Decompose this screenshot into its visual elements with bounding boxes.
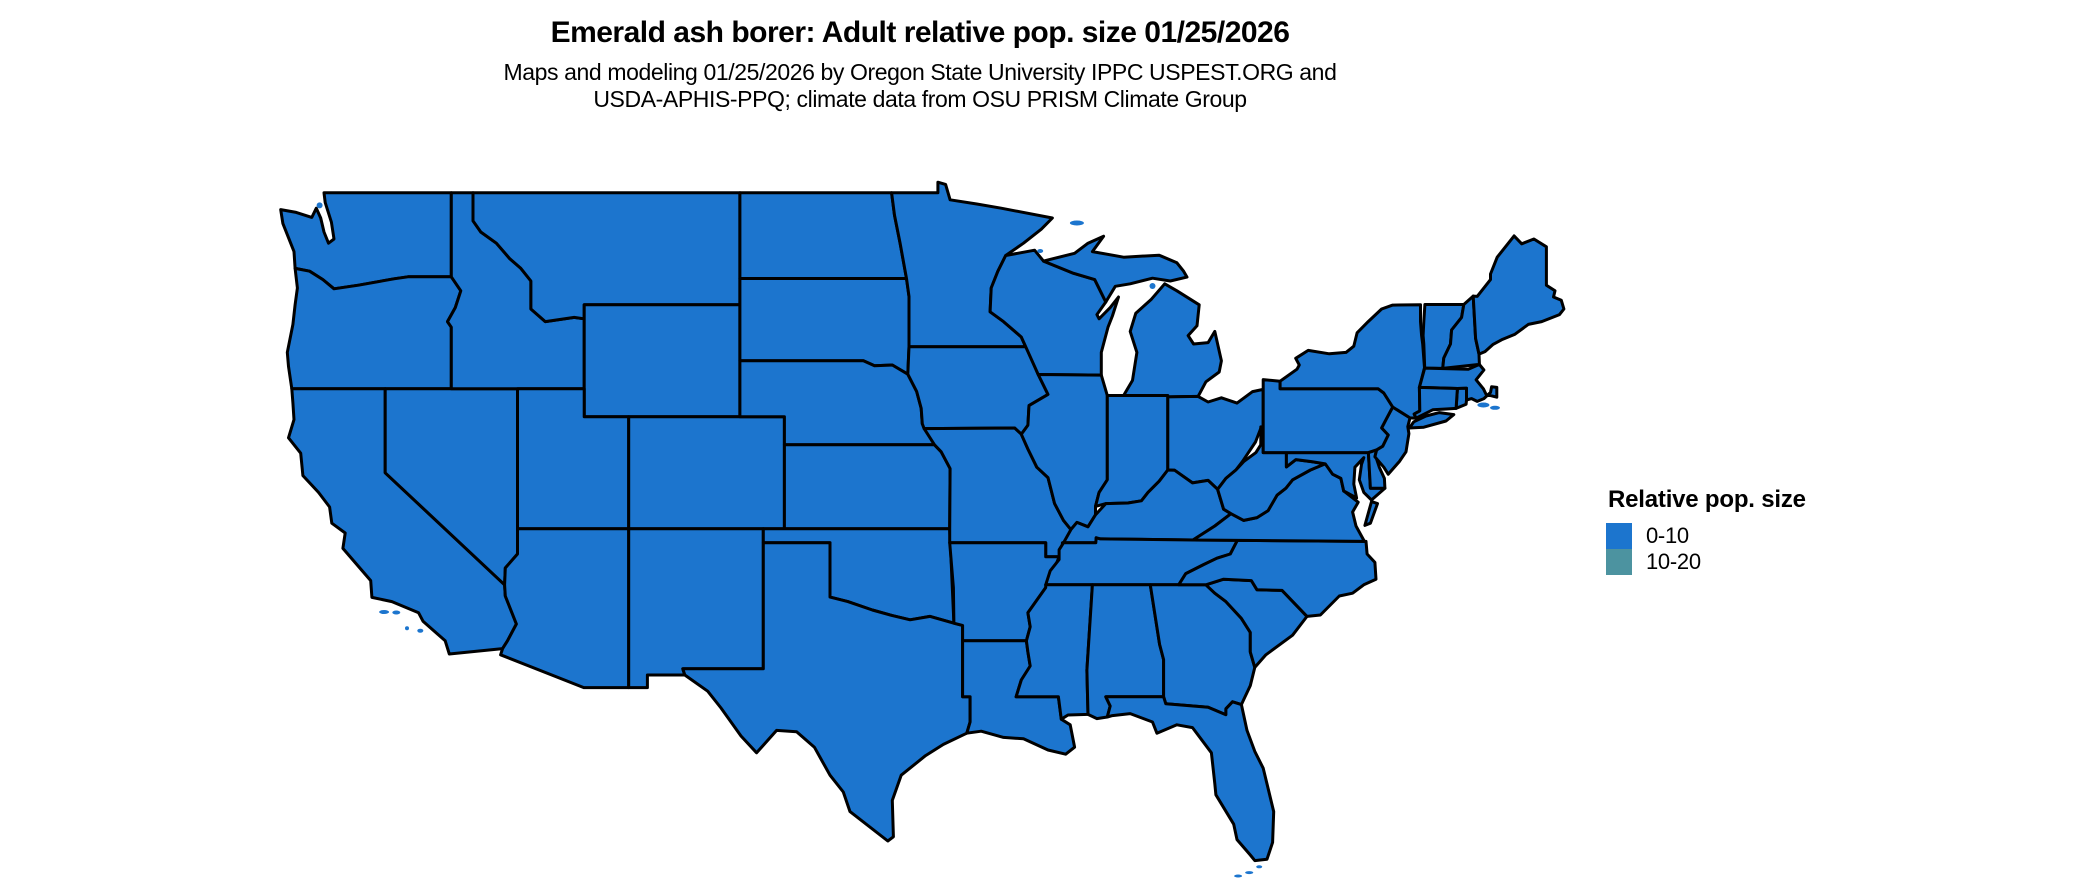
island [1490, 405, 1500, 410]
state-mi [1122, 282, 1223, 399]
us-map-svg [279, 180, 1566, 878]
island [1477, 402, 1490, 408]
state-ny [1278, 303, 1426, 420]
us-map [274, 176, 1566, 882]
figure-title: Emerald ash borer: Adult relative pop. s… [550, 16, 1290, 49]
legend-item: 10-20 [1606, 549, 1806, 575]
island [1234, 874, 1243, 878]
island [1037, 249, 1044, 253]
legend-item: 0-10 [1606, 523, 1806, 549]
state-nc [1177, 538, 1378, 618]
island [417, 628, 424, 633]
legend-title: Relative pop. size [1608, 486, 1806, 513]
state-wy [582, 303, 742, 419]
island [316, 202, 323, 209]
legend-swatch-0-10 [1606, 523, 1632, 549]
figure-subtitle-line2: USDA-APHIS-PPQ; climate data from OSU PR… [593, 86, 1247, 112]
state-ct [1412, 385, 1459, 420]
state-ks [782, 443, 952, 531]
state-va [1363, 500, 1379, 527]
island [405, 626, 409, 631]
state-md [1284, 451, 1387, 502]
island [1069, 220, 1084, 226]
state-az [499, 527, 631, 690]
legend-label-10-20: 10-20 [1646, 549, 1701, 574]
figure-subtitle: Maps and modeling 01/25/2026 by Oregon S… [0, 59, 1840, 113]
state-pa [1261, 378, 1395, 455]
state-nm [627, 527, 765, 690]
state-me [1471, 234, 1566, 356]
state-ny [1407, 411, 1456, 430]
island [1245, 871, 1254, 875]
legend-swatch-10-20 [1606, 549, 1632, 575]
state-or [285, 266, 463, 391]
island [379, 610, 390, 614]
state-mi [1042, 234, 1189, 304]
state-co [627, 415, 786, 531]
legend-label-0-10: 0-10 [1646, 523, 1689, 548]
legend: Relative pop. size 0-10 10-20 [1606, 486, 1806, 575]
state-tx [681, 541, 972, 843]
island [392, 610, 401, 615]
state-fl [1104, 695, 1276, 863]
island [1149, 283, 1156, 289]
figure-subtitle-line1: Maps and modeling 01/25/2026 by Oregon S… [503, 59, 1337, 85]
state-nd [738, 191, 908, 280]
island [1256, 865, 1263, 869]
